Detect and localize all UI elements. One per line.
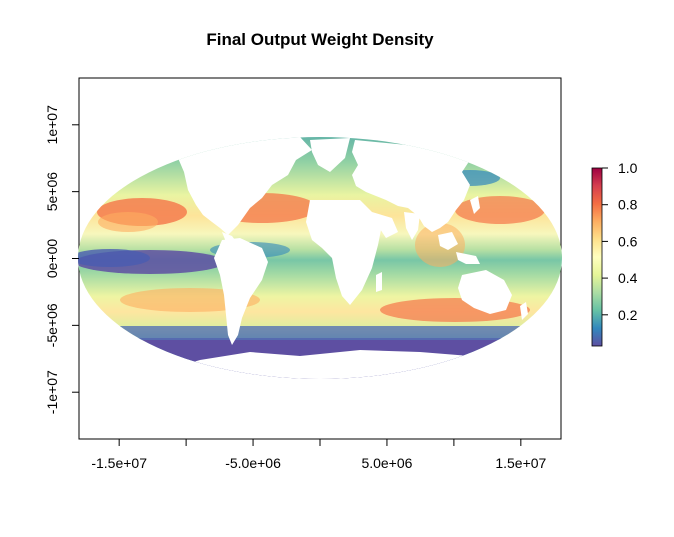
land-masses xyxy=(150,137,540,379)
legend-tick-label: 0.6 xyxy=(618,233,638,249)
legend-tick-label: 0.4 xyxy=(618,270,638,286)
legend-tick-label: 1.0 xyxy=(618,160,638,176)
y-tick-label: 0e+00 xyxy=(44,239,60,279)
chart-title: Final Output Weight Density xyxy=(206,30,434,49)
x-axis: -1.5e+07 -5.0e+06 5.0e+06 1.5e+07 xyxy=(91,439,547,471)
x-tick-label: 5.0e+06 xyxy=(361,455,412,471)
y-axis: 1e+07 5e+06 0e+00 -5e+06 -1e+07 xyxy=(44,105,79,414)
y-tick-label: 5e+06 xyxy=(44,172,60,212)
y-tick-label: 1e+07 xyxy=(44,105,60,145)
legend-colorbar xyxy=(591,167,603,347)
color-legend: 1.0 0.8 0.6 0.4 0.2 xyxy=(591,160,638,347)
x-tick-label: 1.5e+07 xyxy=(495,455,546,471)
legend-tick-label: 0.8 xyxy=(618,197,638,213)
y-tick-label: -1e+07 xyxy=(44,370,60,414)
y-tick-label: -5e+06 xyxy=(44,303,60,347)
x-tick-label: -1.5e+07 xyxy=(91,455,147,471)
x-tick-label: -5.0e+06 xyxy=(225,455,281,471)
legend-tick-label: 0.2 xyxy=(618,307,638,323)
